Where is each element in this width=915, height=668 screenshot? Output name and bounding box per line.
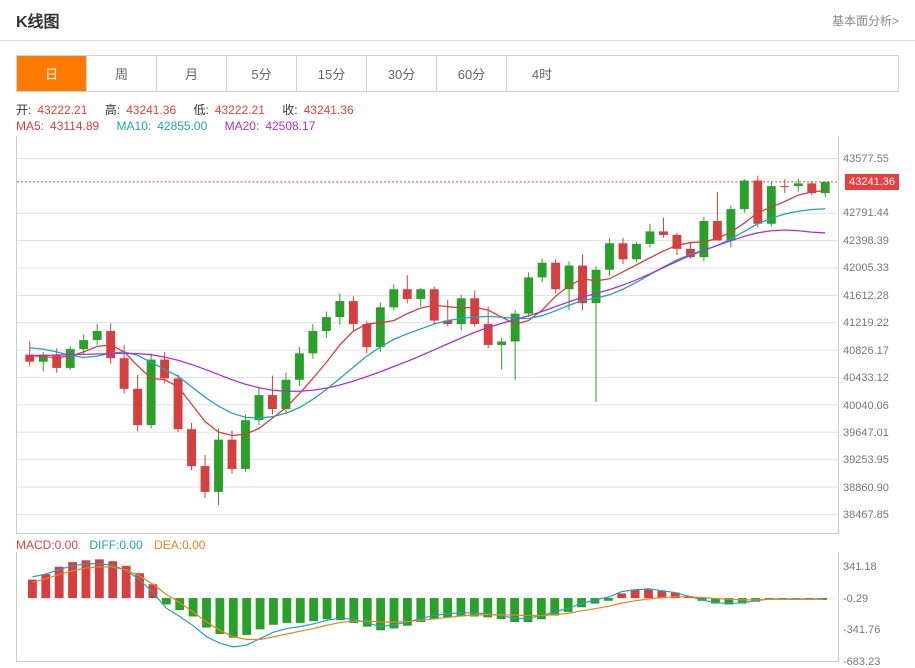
ma20-value: 42508.17 — [265, 119, 315, 133]
dea-label: DEA: — [154, 538, 182, 552]
tab-60分[interactable]: 60分 — [437, 56, 507, 91]
macd-value: 0.00 — [55, 538, 78, 552]
low-value: 43222.21 — [215, 103, 265, 117]
y-tick: 41219.22 — [843, 317, 889, 329]
analysis-link[interactable]: 基本面分析> — [832, 12, 899, 29]
ma5-value: 43114.89 — [50, 119, 99, 133]
tab-周[interactable]: 周 — [87, 56, 157, 91]
timeframe-tabs: 日周月5分15分30分60分4时 — [16, 55, 899, 92]
macd-tick: -0.29 — [843, 593, 868, 605]
diff-value: 0.00 — [119, 538, 142, 552]
y-tick: 39253.95 — [843, 454, 889, 466]
ma20-label: MA20: — [225, 119, 260, 133]
tab-15分[interactable]: 15分 — [297, 56, 367, 91]
ma-row: MA5: 43114.89 MA10: 42855.00 MA20: 42508.17 — [0, 118, 915, 134]
dea-value: 0.00 — [182, 538, 205, 552]
close-value: 43241.36 — [304, 103, 354, 117]
price-axis: 38467.85 38860.90 39253.95 39647.01 40040.06… — [841, 136, 899, 534]
macd-tick: 341.18 — [843, 561, 877, 573]
macd-row: MACD:0.00 DIFF:0.00 DEA:0.00 — [0, 534, 915, 552]
diff-label: DIFF: — [89, 538, 119, 552]
page-title: K线图 — [16, 8, 60, 32]
ohlc-row: 开: 43222.21 高: 43241.36 低: 43222.21 收: 43241… — [0, 102, 915, 118]
y-tick: 43577.55 — [843, 153, 889, 165]
high-value: 43241.36 — [126, 103, 176, 117]
y-tick: 41612.28 — [843, 290, 889, 302]
y-tick: 40433.12 — [843, 372, 889, 384]
macd-label: MACD: — [16, 538, 55, 552]
y-tick: 38860.90 — [843, 482, 889, 494]
tab-4时[interactable]: 4时 — [507, 56, 577, 91]
y-tick: 42791.44 — [843, 207, 889, 219]
y-tick: 40826.17 — [843, 345, 889, 357]
ma10-label: MA10: — [117, 119, 152, 133]
current-price-flag: 43241.36 — [845, 174, 899, 190]
tab-5分[interactable]: 5分 — [227, 56, 297, 91]
tab-30分[interactable]: 30分 — [367, 56, 437, 91]
ma5-label: MA5: — [16, 119, 44, 133]
macd-tick: -683.23 — [843, 656, 880, 668]
tab-日[interactable]: 日 — [17, 56, 87, 91]
y-tick: 38467.85 — [843, 509, 889, 521]
open-value: 43222.21 — [37, 103, 87, 117]
high-label: 高: — [105, 103, 120, 117]
tab-月[interactable]: 月 — [157, 56, 227, 91]
candlestick-chart[interactable] — [16, 136, 839, 534]
ma10-value: 42855.00 — [157, 119, 207, 133]
y-tick: 42398.39 — [843, 235, 889, 247]
close-label: 收: — [282, 103, 297, 117]
open-label: 开: — [16, 103, 31, 117]
low-label: 低: — [194, 103, 209, 117]
y-tick: 42005.33 — [843, 262, 889, 274]
y-tick: 40040.06 — [843, 400, 889, 412]
macd-tick: -341.76 — [843, 624, 880, 636]
y-tick: 39647.01 — [843, 427, 889, 439]
